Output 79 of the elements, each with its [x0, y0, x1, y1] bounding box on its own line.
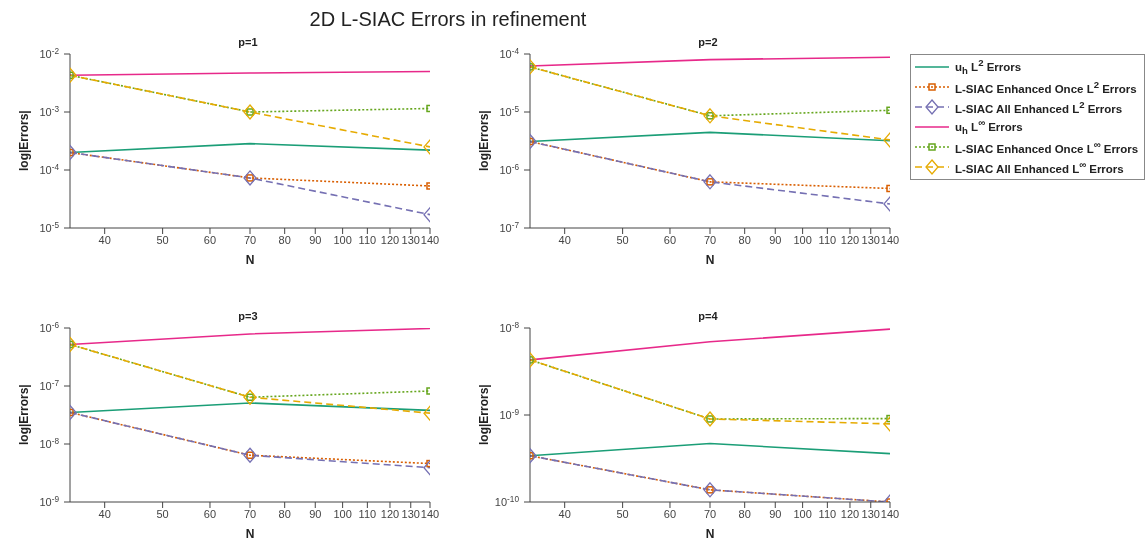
- x-tick-label: 40: [98, 507, 111, 520]
- x-tick-label: 110: [818, 507, 837, 520]
- x-tick-label: 110: [358, 507, 377, 520]
- y-tick-label: 10$^{-10}$: [494, 494, 520, 508]
- x-tick-label: 100: [333, 507, 352, 520]
- x-tick-label: 130: [861, 507, 880, 520]
- text: 2D L-SIAC Errors in refinement: [308, 8, 588, 31]
- x-tick-label: 70: [243, 233, 257, 246]
- chart-title: p=1: [237, 36, 259, 48]
- x-tick-label: 80: [278, 507, 291, 520]
- x-tick-label: 80: [738, 233, 751, 246]
- x-tick-label: 90: [309, 507, 322, 520]
- legend-label: u$_{h}$ L$^{∞}$ Errors: [955, 117, 1023, 137]
- x-axis-title: N: [705, 527, 715, 541]
- x-tick-label: 140: [880, 233, 900, 246]
- x-tick-label: 140: [420, 233, 440, 246]
- x-tick-label: 40: [558, 233, 571, 246]
- y-axis-title: log|Errors|: [477, 110, 492, 171]
- y-tick-label: 10$^{-2}$: [39, 46, 60, 60]
- x-tick-label: 50: [616, 233, 629, 246]
- x-tick-label: 70: [243, 507, 257, 520]
- x-tick-label: 60: [203, 507, 217, 520]
- x-tick-label: 40: [558, 507, 571, 520]
- x-tick-label: 100: [333, 233, 352, 246]
- x-tick-label: 70: [703, 233, 717, 246]
- x-tick-label: 90: [769, 507, 782, 520]
- y-tick-label: 10$^{-9}$: [39, 494, 60, 508]
- y-tick-label: 10$^{-7}$: [499, 220, 520, 234]
- x-axis-title: N: [705, 253, 715, 267]
- x-axis-title: N: [245, 253, 255, 267]
- y-tick-label: 10$^{-5}$: [39, 220, 60, 234]
- y-tick-label: 10$^{-8}$: [39, 436, 60, 450]
- legend-label: u$_{h}$ L$^{2}$ Errors: [955, 57, 1022, 77]
- x-tick-label: 60: [663, 507, 677, 520]
- y-axis-title: log|Errors|: [17, 384, 32, 445]
- x-tick-label: 120: [380, 233, 400, 246]
- x-tick-label: 120: [380, 507, 400, 520]
- x-tick-label: 130: [861, 233, 880, 246]
- x-tick-label: 60: [203, 233, 217, 246]
- y-tick-label: 10$^{-7}$: [39, 378, 60, 392]
- x-tick-label: 50: [156, 507, 169, 520]
- x-tick-label: 100: [793, 233, 812, 246]
- x-tick-label: 80: [278, 233, 291, 246]
- chart-title: p=2: [697, 36, 719, 48]
- x-tick-label: 120: [840, 233, 860, 246]
- x-tick-label: 90: [769, 233, 782, 246]
- y-tick-label: 10$^{-6}$: [39, 320, 60, 334]
- point: [886, 498, 890, 502]
- x-tick-label: 60: [663, 233, 677, 246]
- chart-title: p=4: [697, 310, 719, 322]
- x-tick-label: 110: [358, 233, 377, 246]
- x-tick-label: 40: [98, 233, 111, 246]
- legend-label: L-SIAC Enhanced Once L$^{∞}$ Errors: [955, 139, 1139, 155]
- x-tick-label: 50: [616, 507, 629, 520]
- x-tick-label: 100: [793, 507, 812, 520]
- y-tick-label: 10$^{-9}$: [499, 407, 520, 421]
- x-tick-label: 140: [880, 507, 900, 520]
- y-tick-label: 10$^{-4}$: [39, 162, 60, 176]
- legend-label: L-SIAC All Enhanced L$^{2}$ Errors: [955, 99, 1123, 115]
- x-axis-title: N: [245, 527, 255, 541]
- y-tick-label: 10$^{-4}$: [499, 46, 520, 60]
- y-axis-title: log|Errors|: [17, 110, 32, 171]
- chart-title: p=3: [237, 310, 259, 322]
- x-tick-label: 80: [738, 507, 751, 520]
- legend-label: L-SIAC Enhanced Once L$^{2}$ Errors: [955, 79, 1137, 95]
- x-tick-label: 90: [309, 233, 322, 246]
- x-tick-label: 70: [703, 507, 717, 520]
- y-tick-label: 10$^{-5}$: [499, 104, 520, 118]
- x-tick-label: 50: [156, 233, 169, 246]
- x-tick-label: 140: [420, 507, 440, 520]
- x-tick-label: 130: [401, 233, 420, 246]
- y-axis-title: log|Errors|: [477, 384, 492, 445]
- x-tick-label: 120: [840, 507, 860, 520]
- y-tick-label: 10$^{-6}$: [499, 162, 520, 176]
- y-tick-label: 10$^{-8}$: [499, 320, 520, 334]
- y-tick-label: 10$^{-3}$: [39, 104, 60, 118]
- x-tick-label: 110: [818, 233, 837, 246]
- x-tick-label: 130: [401, 507, 420, 520]
- legend-label: L-SIAC All Enhanced L$^{∞}$ Errors: [955, 159, 1124, 175]
